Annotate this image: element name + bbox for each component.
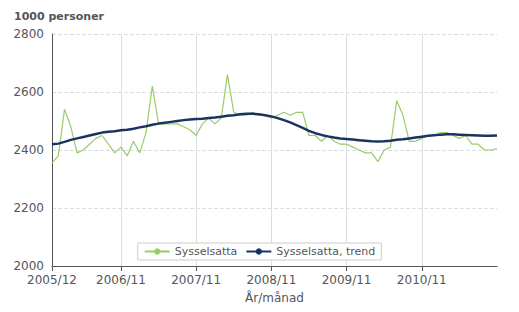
svg-text:1000 personer: 1000 personer <box>14 10 105 23</box>
svg-text:2009/11: 2009/11 <box>322 273 372 287</box>
svg-text:2005/12: 2005/12 <box>27 273 77 287</box>
svg-text:År/månad: År/månad <box>245 290 304 305</box>
svg-text:2008/11: 2008/11 <box>246 273 296 287</box>
svg-text:2000: 2000 <box>13 259 44 273</box>
svg-text:Sysselsatta, trend: Sysselsatta, trend <box>276 245 375 258</box>
svg-text:2010/11: 2010/11 <box>397 273 447 287</box>
svg-text:Sysselsatta: Sysselsatta <box>175 245 238 258</box>
svg-text:2006/11: 2006/11 <box>96 273 146 287</box>
svg-text:2200: 2200 <box>13 201 44 215</box>
svg-text:2800: 2800 <box>13 27 44 41</box>
svg-text:2400: 2400 <box>13 143 44 157</box>
svg-text:2600: 2600 <box>13 85 44 99</box>
svg-text:2007/11: 2007/11 <box>171 273 221 287</box>
